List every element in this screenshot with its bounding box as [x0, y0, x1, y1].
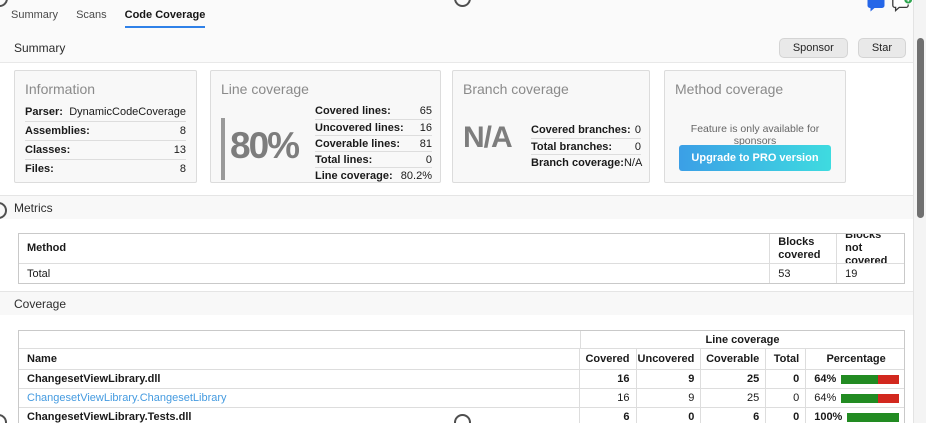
line-row-total: Total lines: 0: [315, 151, 432, 167]
method-coverage-card-title: Method coverage: [675, 81, 784, 97]
line-coverage-card: Line coverage 80% Covered lines: 65 Uncov…: [210, 70, 441, 183]
section-title-coverage: Coverage: [14, 297, 67, 311]
star-button[interactable]: Star: [857, 38, 906, 58]
coverage-section-header: Coverage: [0, 291, 926, 315]
line-row-uncovered: Uncovered lines: 16: [315, 119, 432, 135]
coverage-col-covered[interactable]: Covered: [580, 349, 637, 369]
info-row-files: Files: 8: [25, 159, 186, 178]
coverage-header-row: Name Covered Uncovered Coverable Total P…: [19, 348, 904, 369]
coverage-col-coverable[interactable]: Coverable: [701, 349, 767, 369]
metrics-col-blocks-not-covered[interactable]: Blocks not covered: [845, 234, 888, 263]
information-card: Information Parser: DynamicCodeCoverage A…: [14, 70, 197, 183]
coverage-col-uncovered[interactable]: Uncovered: [637, 349, 702, 369]
coverage-table: Line coverage Name Covered Uncovered Cov…: [18, 330, 905, 423]
coverage-col-percentage[interactable]: Percentage: [826, 353, 886, 365]
metrics-table: Method Blocks covered Blocks not covered…: [18, 233, 905, 284]
chat-bubble-add-icon[interactable]: [892, 0, 914, 14]
line-coverage-big-value: 80%: [221, 118, 300, 180]
assembly-name: ChangesetViewLibrary.dll: [19, 370, 580, 388]
top-bar: Summary Scans Code Coverage Summary Spon…: [0, 0, 926, 63]
branch-row-total: Total branches: 0: [531, 138, 641, 154]
assembly-name: ChangesetViewLibrary.Tests.dll: [19, 408, 580, 423]
header-buttons: Sponsor Star: [778, 38, 906, 58]
top-icons: [867, 0, 914, 14]
info-row-parser: Parser: DynamicCodeCoverage: [25, 105, 186, 118]
branch-coverage-card-title: Branch coverage: [463, 81, 569, 97]
scrollbar-thumb[interactable]: [917, 38, 924, 218]
info-row-classes: Classes: 13: [25, 140, 186, 159]
selection-handle-bottom-center[interactable]: [454, 414, 471, 423]
percentage-cell: 64%: [806, 389, 904, 407]
metrics-header-row: Method Blocks covered Blocks not covered: [19, 234, 904, 263]
upgrade-pro-button[interactable]: Upgrade to PRO version: [679, 145, 831, 171]
tab-code-coverage[interactable]: Code Coverage: [124, 9, 206, 28]
coverage-bar: [847, 412, 899, 422]
percentage-cell: 64%: [806, 370, 904, 388]
tab-summary[interactable]: Summary: [11, 9, 59, 21]
line-coverage-card-title: Line coverage: [221, 81, 309, 97]
coverage-accent-bar: [221, 118, 225, 180]
metrics-col-blocks-covered[interactable]: Blocks covered: [770, 234, 838, 263]
sponsor-button[interactable]: Sponsor: [778, 38, 848, 58]
coverage-bar: [841, 393, 899, 403]
coverage-row-assembly-1: ChangesetViewLibrary.dll 16 9 25 0 64%: [19, 369, 904, 388]
group-header-line-coverage: Line coverage: [705, 333, 780, 346]
metrics-total-row: Total 53 19: [19, 263, 904, 283]
info-row-assemblies: Assemblies: 8: [25, 121, 186, 140]
coverage-bar: [841, 374, 899, 384]
line-row-covered: Covered lines: 65: [315, 105, 432, 117]
class-name: ChangesetViewLibrary.ChangesetLibrary: [19, 389, 580, 407]
branch-coverage-table: Covered branches: 0 Total branches: 0 Bran…: [531, 122, 642, 170]
tab-scans[interactable]: Scans: [76, 9, 107, 21]
line-coverage-table: Covered lines: 65 Uncovered lines: 16 Cove…: [315, 103, 432, 183]
coverage-col-name[interactable]: Name: [19, 349, 580, 369]
coverage-row-assembly-2: ChangesetViewLibrary.Tests.dll 6 0 6 0 1…: [19, 407, 904, 423]
coverage-group-header-row: Line coverage: [19, 331, 904, 348]
section-title-metrics: Metrics: [14, 201, 53, 215]
information-card-title: Information: [25, 81, 96, 97]
coverage-col-total[interactable]: Total: [766, 349, 807, 369]
line-row-percentage: Line coverage: 80.2%: [315, 167, 432, 183]
section-title-summary: Summary: [14, 41, 66, 55]
coverage-row-class-1: ChangesetViewLibrary.ChangesetLibrary 16…: [19, 388, 904, 407]
line-row-coverable: Coverable lines: 81: [315, 135, 432, 151]
metrics-col-method[interactable]: Method: [19, 234, 771, 263]
branch-row-percentage: Branch coverage: N/A: [531, 154, 642, 170]
selection-handle-bottom-left[interactable]: [0, 414, 7, 423]
branch-coverage-card: Branch coverage N/A Covered branches: 0 T…: [452, 70, 650, 183]
metrics-section-header: Metrics: [0, 195, 926, 219]
chat-bubble-filled-icon[interactable]: [867, 0, 886, 13]
group-header-spacer: [19, 331, 581, 348]
class-link[interactable]: ChangesetViewLibrary.ChangesetLibrary: [27, 392, 227, 404]
sponsors-only-message: Feature is only available for sponsors: [690, 123, 820, 147]
branch-coverage-big-value: N/A: [463, 121, 513, 154]
method-coverage-card: Method coverage Feature is only availabl…: [664, 70, 846, 183]
information-table: Parser: DynamicCodeCoverage Assemblies: 8 …: [25, 102, 186, 178]
percentage-cell: 100%: [806, 408, 904, 423]
tab-bar: Summary Scans Code Coverage: [11, 9, 206, 28]
branch-row-covered: Covered branches: 0: [531, 124, 641, 136]
scrollbar-track[interactable]: [913, 0, 926, 423]
